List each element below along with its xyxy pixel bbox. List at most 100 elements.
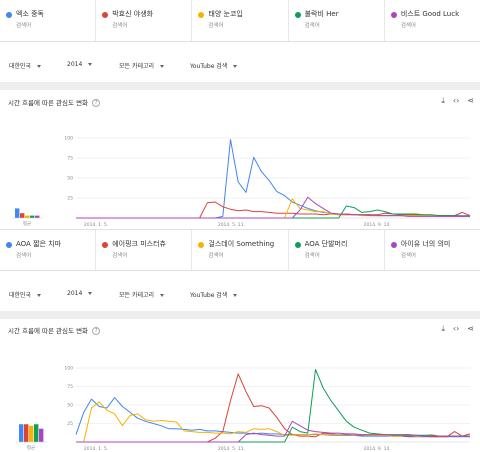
category-dropdown[interactable]: 모든 카테고리 <box>119 61 165 70</box>
region-dropdown[interactable]: 대한민국 <box>9 61 42 70</box>
share-icon[interactable]: ⋖ <box>467 96 474 105</box>
source-value: YouTube 검색 <box>190 63 228 70</box>
series-color-dot <box>198 242 205 248</box>
series-line-4[interactable] <box>76 369 470 443</box>
series-line-5[interactable] <box>76 196 471 219</box>
series-color-dot <box>102 242 109 248</box>
term-type: 검색어 <box>208 253 224 259</box>
term-type: 검색어 <box>208 23 224 29</box>
chart-tools: ⤓ ‹› ⋖ <box>441 324 474 334</box>
average-bar <box>15 208 20 218</box>
y-tick-label: 100 <box>64 366 73 372</box>
term-name: 박효신 야생화 <box>112 10 154 18</box>
series-color-dot <box>390 242 397 248</box>
term-name: 비스트 Good Luck <box>400 10 460 18</box>
caret-down-icon <box>37 294 42 297</box>
term-chip[interactable]: 에이핑크 미스터츄 검색어 <box>96 230 193 270</box>
help-icon[interactable]: ? <box>92 327 101 335</box>
share-icon[interactable]: ⋖ <box>467 324 474 333</box>
term-type: 검색어 <box>400 253 416 259</box>
term-name: 불락비 Her <box>304 10 339 18</box>
embed-icon[interactable]: ‹› <box>452 324 460 333</box>
average-label: 평균 <box>27 444 35 451</box>
term-name: 태양 눈코입 <box>208 10 243 18</box>
section-divider <box>0 82 480 90</box>
embed-icon[interactable]: ‹› <box>452 96 460 105</box>
category-value: 모든 카테고리 <box>119 292 155 299</box>
chart-title-text: 시간 흐름에 따른 관심도 변화 <box>8 327 89 335</box>
term-type: 검색어 <box>112 253 128 259</box>
y-tick-label: 25 <box>67 196 73 202</box>
caret-down-icon <box>88 63 93 66</box>
average-bar <box>25 215 30 218</box>
region-value: 대한민국 <box>9 63 32 70</box>
section-divider <box>0 311 480 319</box>
term-name: AOA 단발머리 <box>304 240 348 248</box>
average-bar <box>34 424 39 442</box>
x-tick-label: 2014. 9. 14. <box>364 446 391 452</box>
x-tick-label: 2014. 9. 14. <box>364 222 391 228</box>
term-type: 검색어 <box>16 23 32 29</box>
average-bar <box>39 428 44 442</box>
year-value: 2014 <box>67 61 83 68</box>
region-value: 대한민국 <box>9 292 32 299</box>
term-type: 검색어 <box>304 23 320 29</box>
term-type: 검색어 <box>16 253 32 259</box>
term-name: 아이유 너의 의미 <box>400 240 451 248</box>
download-icon[interactable]: ⤓ <box>441 324 445 333</box>
term-chip[interactable]: 걸스데이 Something 검색어 <box>192 230 289 270</box>
series-line-2[interactable] <box>76 373 471 443</box>
category-dropdown[interactable]: 모든 카테고리 <box>119 290 165 299</box>
y-tick-label: 75 <box>67 384 73 390</box>
caret-down-icon <box>37 65 42 68</box>
region-dropdown[interactable]: 대한민국 <box>9 290 42 299</box>
term-type: 검색어 <box>400 23 416 29</box>
series-color-dot <box>6 242 12 248</box>
caret-down-icon <box>160 65 165 68</box>
chart-tools: ⤓ ‹› ⋖ <box>441 96 474 106</box>
source-dropdown[interactable]: YouTube 검색 <box>190 61 238 70</box>
chart-title: 시간 흐름에 따른 관심도 변화? <box>8 97 101 107</box>
series-line-3[interactable] <box>76 198 470 219</box>
help-icon[interactable]: ? <box>92 99 101 107</box>
term-type: 검색어 <box>112 23 128 29</box>
source-dropdown[interactable]: YouTube 검색 <box>190 290 238 299</box>
y-tick-label: 100 <box>64 136 73 142</box>
series-color-dot <box>390 12 397 18</box>
term-name: AOA 짧은 치마 <box>16 240 62 248</box>
term-name: 엑소 중독 <box>16 10 44 18</box>
y-tick-label: 50 <box>67 176 73 182</box>
y-tick-label: 50 <box>67 403 73 409</box>
year-dropdown[interactable]: 2014 <box>67 61 93 68</box>
series-color-dot <box>198 12 205 18</box>
term-chip[interactable]: 비스트 Good Luck 검색어 <box>385 0 480 41</box>
series-line-1[interactable] <box>75 397 470 438</box>
year-value: 2014 <box>67 290 83 297</box>
chart-title: 시간 흐름에 따른 관심도 변화? <box>8 325 101 335</box>
series-color-dot <box>102 12 109 18</box>
term-name: 걸스데이 Something <box>208 240 275 248</box>
filter-bar-2: 대한민국 2014 모든 카테고리 YouTube 검색 <box>0 281 480 307</box>
term-chip[interactable]: 불락비 Her 검색어 <box>289 0 385 41</box>
average-bar <box>20 213 25 218</box>
average-bar <box>19 424 24 442</box>
x-tick-label: 2014. 1. 5. <box>84 222 108 228</box>
y-tick-label: 25 <box>67 421 73 427</box>
interest-over-time-chart-2: 25 50 75 100 2014. 1. 5. 2014. 5. 11. 2014. 9.… <box>16 366 471 452</box>
series-line-1[interactable] <box>76 139 470 219</box>
caret-down-icon <box>88 292 93 295</box>
term-type: 검색어 <box>304 253 320 259</box>
series-line-5[interactable] <box>76 420 470 443</box>
source-value: YouTube 검색 <box>190 292 228 299</box>
year-dropdown[interactable]: 2014 <box>67 290 93 297</box>
download-icon[interactable]: ⤓ <box>441 96 445 105</box>
series-color-dot <box>6 12 12 18</box>
caret-down-icon <box>233 65 238 68</box>
